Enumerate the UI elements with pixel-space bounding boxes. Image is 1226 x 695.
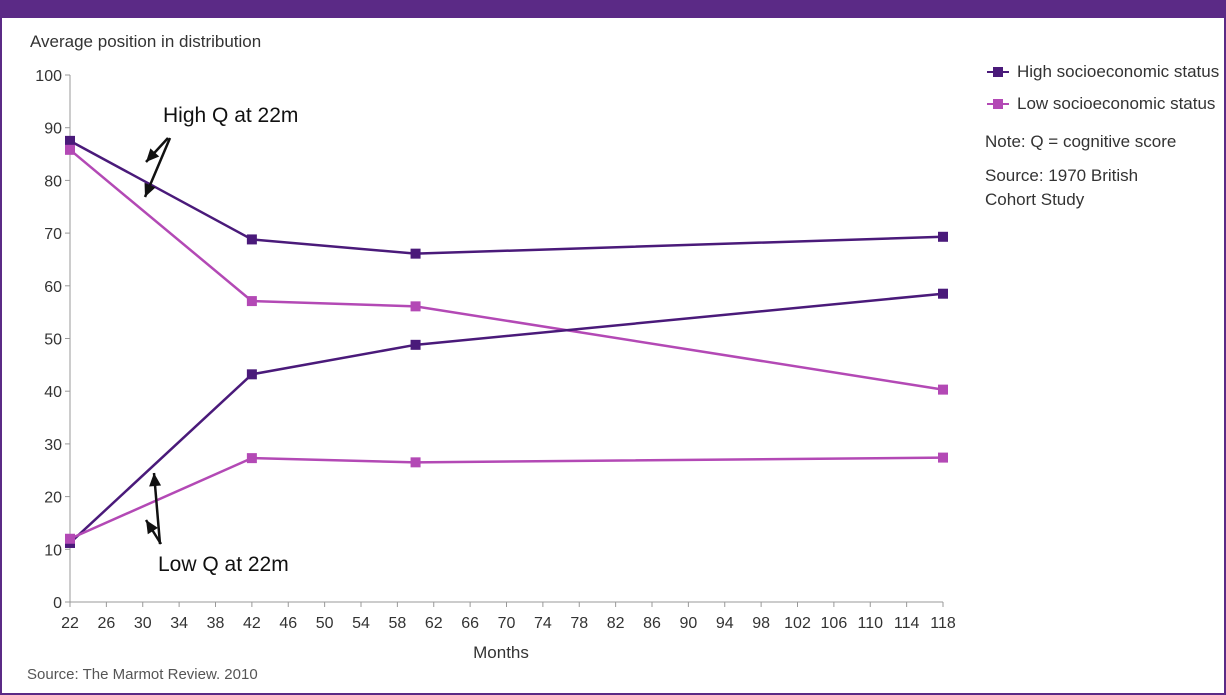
y-tick-label: 80	[44, 173, 62, 190]
data-point	[938, 452, 948, 463]
x-tick-label: 50	[316, 615, 334, 632]
x-tick-label: 42	[243, 615, 261, 632]
x-tick-label: 54	[352, 615, 370, 632]
annotation-low-q: Low Q at 22m	[158, 553, 289, 576]
arrow-head	[146, 520, 158, 535]
x-tick-label: 118	[930, 615, 956, 632]
x-tick-label: 102	[784, 615, 811, 632]
footer-source: Source: The Marmot Review. 2010	[27, 666, 258, 683]
y-tick-label: 70	[44, 226, 62, 243]
data-point	[410, 457, 421, 468]
x-tick-label: 62	[425, 615, 443, 632]
data-point	[246, 369, 257, 380]
x-tick-label: 82	[607, 615, 625, 632]
y-tick-label: 20	[44, 490, 62, 507]
legend-note: Note: Q = cognitive score	[985, 132, 1177, 151]
data-point	[938, 231, 948, 242]
legend-label-high-ses: High socioeconomic status	[1017, 62, 1220, 81]
y-tick-label: 30	[44, 437, 62, 454]
series-line-3	[69, 456, 944, 540]
arrow-head	[146, 148, 160, 162]
y-tick-label: 100	[35, 68, 62, 85]
x-tick-label: 34	[170, 615, 188, 632]
annotation-high-q: High Q at 22m	[163, 104, 299, 127]
legend-label-low-ses: Low socioeconomic status	[1017, 94, 1216, 113]
title-bar	[2, 2, 1224, 18]
data-point	[246, 296, 257, 307]
data-point	[65, 144, 75, 155]
legend-source: Source: 1970 British Cohort Study	[985, 166, 1139, 209]
data-point	[246, 234, 257, 245]
x-tick-label: 94	[716, 615, 734, 632]
y-tick-label: 10	[44, 542, 62, 559]
legend-item-low-ses: Low socioeconomic status	[985, 92, 1220, 116]
y-tick-label: 90	[44, 121, 62, 138]
series-line-1	[69, 148, 944, 391]
x-tick-label: 106	[821, 615, 848, 632]
y-tick-label: 50	[44, 332, 62, 349]
y-tick-label: 0	[53, 595, 62, 612]
data-point	[410, 248, 421, 259]
data-point	[246, 453, 257, 464]
x-tick-label: 78	[570, 615, 588, 632]
data-point	[65, 135, 75, 146]
data-point	[938, 384, 948, 395]
series-line-0	[69, 139, 944, 255]
x-tick-label: 38	[207, 615, 225, 632]
x-tick-label: 110	[857, 615, 883, 632]
x-tick-label: 26	[97, 615, 115, 632]
x-tick-label: 58	[388, 615, 406, 632]
x-tick-label: 90	[679, 615, 697, 632]
arrow-high-q-to-high-ses	[145, 137, 169, 163]
x-axis-title: Months	[473, 643, 529, 662]
x-tick-label: 98	[752, 615, 770, 632]
legend-item-high-ses: High socioeconomic status	[985, 60, 1220, 84]
data-point	[65, 533, 75, 544]
legend-swatch-low-ses	[987, 98, 1009, 110]
x-tick-label: 30	[134, 615, 152, 632]
x-tick-label: 86	[643, 615, 661, 632]
y-axis-title: Average position in distribution	[30, 32, 262, 51]
arrow-high-q-to-low-ses	[143, 137, 172, 198]
x-tick-label: 22	[61, 615, 79, 632]
legend-swatch-high-ses	[987, 66, 1009, 78]
arrow-head	[149, 473, 162, 487]
y-tick-label: 40	[44, 384, 62, 401]
arrow-head	[144, 182, 156, 197]
data-point	[410, 301, 421, 312]
x-tick-label: 66	[461, 615, 479, 632]
x-tick-label: 74	[534, 615, 552, 632]
arrow-low-q-to-high-ses	[149, 472, 162, 545]
y-tick-label: 60	[44, 279, 62, 296]
data-point	[410, 339, 421, 350]
legend: High socioeconomic status Low socioecono…	[985, 60, 1220, 212]
x-tick-label: 114	[894, 615, 920, 632]
data-point	[938, 288, 948, 299]
series-line-2	[69, 292, 944, 544]
x-tick-label: 46	[279, 615, 297, 632]
x-tick-label: 70	[498, 615, 516, 632]
